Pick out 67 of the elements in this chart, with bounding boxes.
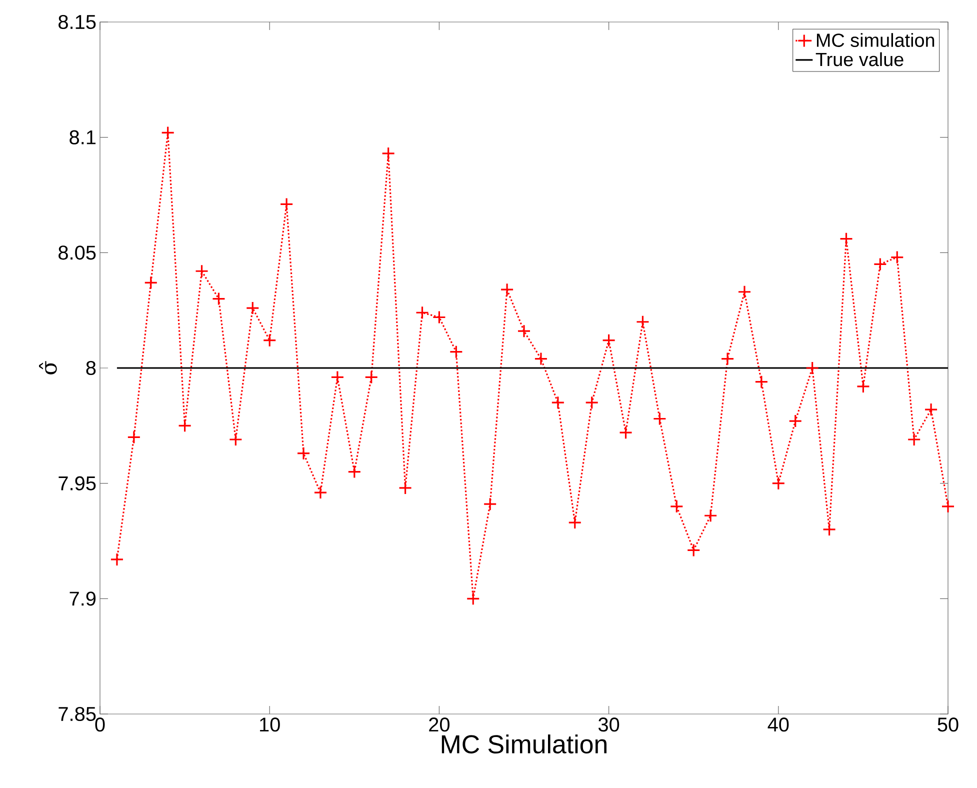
point: [670, 500, 684, 514]
point: [110, 552, 124, 566]
y-tick-label: 8.15: [58, 14, 96, 30]
point: [466, 592, 480, 606]
point: [364, 370, 378, 384]
x-tick-label: 20: [429, 718, 450, 732]
point: [839, 232, 854, 246]
point: [772, 476, 786, 490]
point: [686, 543, 700, 558]
x-tick-label: 30: [598, 718, 620, 732]
point: [924, 402, 938, 416]
legend-label: True value: [816, 52, 904, 66]
y-tick-label: 7.85: [58, 706, 96, 722]
y-axis-title: σ̂: [39, 361, 57, 374]
point: [348, 464, 362, 479]
point: [551, 396, 565, 410]
legend-label: MC simulation: [816, 33, 934, 47]
point: [262, 334, 276, 348]
point: [382, 146, 396, 160]
point: [212, 292, 226, 306]
point: [806, 361, 820, 375]
point: [618, 426, 633, 440]
x-tick-label: 0: [95, 718, 105, 732]
point: [500, 282, 514, 296]
y-tick-label: 7.95: [58, 476, 96, 490]
point: [941, 500, 955, 514]
point: [161, 126, 175, 140]
point: [720, 352, 734, 366]
point: [636, 315, 650, 329]
point: [296, 446, 310, 460]
x-tick-label: 10: [260, 718, 280, 732]
point: [178, 418, 192, 432]
y-tick-label: 8: [86, 360, 96, 376]
point: [585, 396, 599, 410]
point: [314, 486, 328, 500]
point: [602, 334, 616, 348]
y-tick-label: 8.1: [70, 130, 96, 144]
point: [568, 516, 582, 530]
point: [415, 306, 430, 320]
point: [483, 497, 497, 511]
point: [856, 380, 870, 394]
point: [907, 432, 921, 446]
point: [144, 276, 158, 290]
point: [127, 430, 141, 444]
point: [194, 264, 209, 278]
x-tick-label: 40: [768, 718, 789, 732]
point: [517, 324, 531, 338]
point: [704, 508, 718, 522]
x-tick-label: 50: [938, 718, 958, 732]
point: [652, 412, 666, 426]
y-tick-label: 8.05: [58, 246, 96, 260]
point: [330, 370, 344, 384]
point: [534, 352, 548, 366]
y-tick-label: 7.9: [70, 592, 96, 606]
point: [738, 285, 752, 299]
point: [788, 414, 802, 428]
point: [449, 345, 463, 359]
x-axis-title: MC Simulation: [442, 734, 606, 754]
point: [890, 250, 904, 264]
point: [873, 257, 887, 271]
point: [398, 481, 412, 495]
point: [822, 522, 836, 536]
point: [280, 197, 294, 212]
point: [754, 375, 768, 389]
point: [228, 432, 242, 446]
point: [246, 301, 260, 315]
point: [432, 310, 446, 324]
